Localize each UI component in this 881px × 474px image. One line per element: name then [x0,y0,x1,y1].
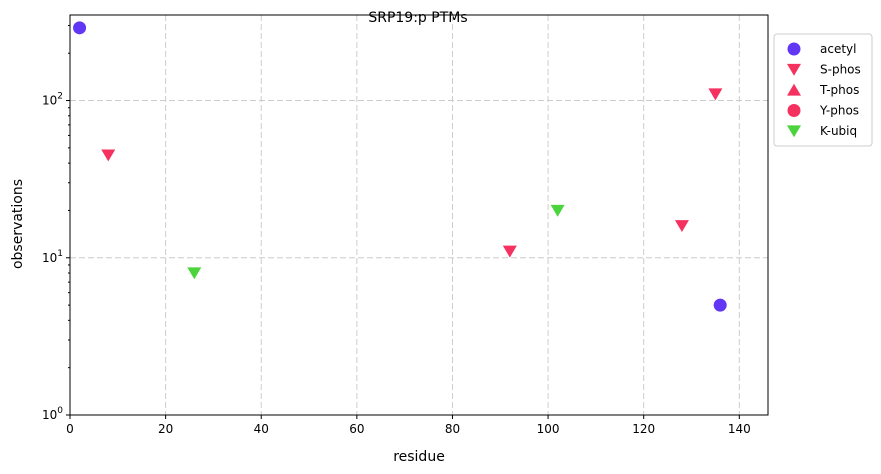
legend-label: Y-phos [819,104,859,118]
legend-marker-t-phos [787,83,801,96]
legend-marker-s-phos [787,63,801,76]
x-tick-label: 100 [537,422,560,436]
legend-label: S-phos [820,63,861,77]
y-axis-ticks: 100 101 102 [42,25,70,422]
legend-marker-acetyl [787,42,801,56]
x-axis-ticks: 0 20 40 60 80 100 120 140 [66,415,751,436]
chart-title: SRP19:p PTMs [368,10,467,26]
x-tick-label: 20 [158,422,173,436]
legend-label: T-phos [819,83,859,97]
x-tick-label: 80 [445,422,460,436]
data-point-k-ubiq [550,204,565,217]
data-point-acetyl [73,21,87,35]
legend: acetyl S-phos T-phos Y-phos K-ubiq [773,33,873,147]
data-point-s-phos [502,245,517,258]
data-point-s-phos [101,149,116,162]
x-tick-label: 0 [66,422,74,436]
y-tick-label: 101 [42,249,63,265]
data-point-s-phos [674,220,689,232]
y-tick-label: 102 [42,92,63,108]
data-point-acetyl [713,298,727,312]
x-axis-label: residue [393,449,445,465]
legend-marker-y-phos [787,104,801,117]
data-points [73,21,727,312]
plot-frame [69,14,769,416]
y-tick-label: 100 [42,406,63,422]
legend-box [773,33,873,147]
data-point-k-ubiq [187,267,202,280]
legend-label: K-ubiq [820,124,857,138]
x-tick-label: 120 [632,422,655,436]
grid-lines [70,15,768,415]
data-point-s-phos [708,88,723,101]
x-tick-label: 60 [349,422,364,436]
legend-marker-k-ubiq [787,125,801,138]
y-axis-label: observations [10,179,26,269]
legend-label: acetyl [820,42,856,56]
x-tick-label: 40 [254,422,269,436]
x-tick-label: 140 [728,422,751,436]
